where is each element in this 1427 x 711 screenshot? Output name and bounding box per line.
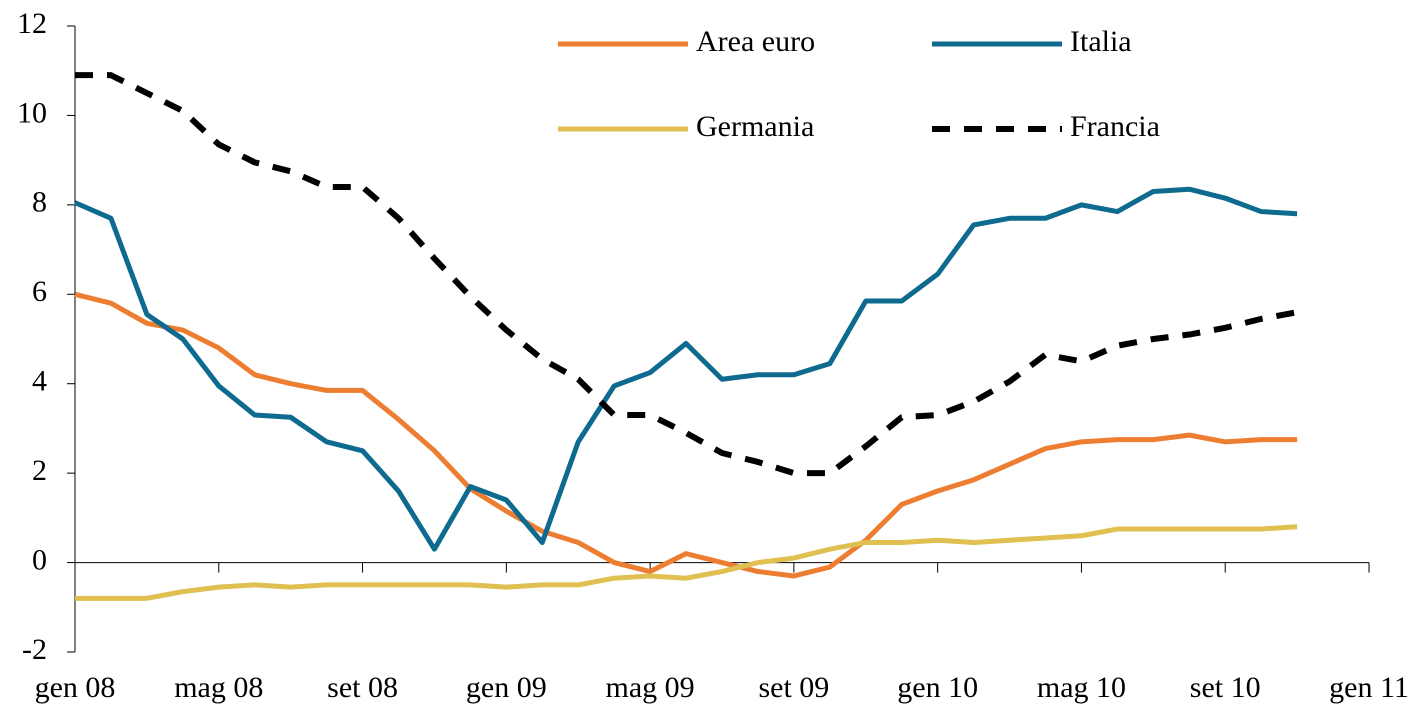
x-tick-label: mag 10 — [1037, 671, 1126, 704]
y-tick-label: 12 — [17, 7, 47, 40]
x-tick-label: gen 11 — [1329, 671, 1409, 704]
x-tick-label: mag 08 — [174, 671, 263, 704]
x-tick-label: gen 08 — [35, 671, 116, 704]
x-tick-label: mag 09 — [606, 671, 695, 704]
legend-label: Italia — [1070, 25, 1132, 58]
y-tick-label: 4 — [32, 365, 47, 398]
y-tick-label: 6 — [32, 275, 47, 308]
y-tick-label: 8 — [32, 186, 47, 219]
y-tick-label: 0 — [32, 543, 47, 576]
x-tick-label: gen 09 — [466, 671, 547, 704]
y-tick-label: 2 — [32, 454, 47, 487]
y-tick-label: -2 — [22, 633, 47, 666]
x-tick-label: gen 10 — [897, 671, 978, 704]
x-tick-label: set 10 — [1190, 671, 1261, 704]
legend-label: Area euro — [696, 25, 815, 58]
series-line — [74, 186, 1298, 552]
legend-label: Francia — [1070, 110, 1160, 143]
x-tick-label: set 08 — [327, 671, 398, 704]
y-tick-label: 10 — [17, 96, 47, 129]
series-line — [75, 72, 1298, 477]
series-line — [75, 524, 1298, 601]
legend-label: Germania — [696, 110, 814, 143]
series-line — [74, 291, 1298, 579]
x-tick-label: set 09 — [758, 671, 829, 704]
